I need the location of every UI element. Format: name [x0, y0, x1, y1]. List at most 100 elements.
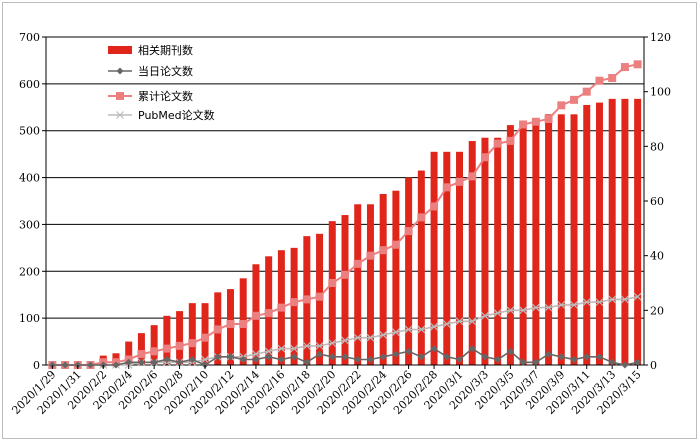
series-point	[544, 115, 553, 123]
series-point	[163, 356, 171, 364]
series-point	[354, 356, 362, 364]
bar	[532, 119, 540, 365]
bar	[176, 311, 184, 365]
series-point	[582, 298, 591, 307]
legend-label: 累计论文数	[138, 89, 193, 103]
bar	[481, 137, 489, 365]
series-point	[430, 322, 438, 331]
series-point	[455, 317, 464, 326]
bar	[634, 98, 642, 365]
bar	[621, 98, 629, 365]
bar	[570, 114, 578, 365]
series-point	[87, 361, 95, 369]
series-point	[557, 300, 566, 309]
bar	[443, 151, 451, 365]
y-tick-label-right: 60	[650, 195, 664, 208]
series-point	[175, 341, 184, 350]
series-point	[608, 74, 617, 82]
series-point	[392, 350, 400, 358]
series-point	[430, 202, 439, 211]
series-point	[595, 353, 603, 361]
series-point	[417, 325, 426, 334]
bar	[519, 121, 527, 365]
y-tick-label-left: 500	[19, 125, 40, 138]
series-point	[328, 353, 336, 361]
legend-label: 当日论文数	[138, 64, 193, 78]
series-point	[405, 347, 413, 355]
series-point	[506, 306, 515, 315]
series-point	[519, 358, 527, 366]
bar	[405, 177, 413, 365]
series-point	[252, 356, 260, 364]
series-point	[468, 172, 477, 181]
bar	[379, 193, 387, 365]
series-point	[277, 303, 286, 312]
series-point	[531, 117, 540, 126]
series-point	[379, 246, 388, 255]
bar	[188, 303, 196, 365]
series-point	[557, 353, 565, 361]
series-point	[481, 353, 489, 361]
series-point	[595, 298, 604, 307]
series-point	[214, 353, 222, 361]
bar	[328, 221, 336, 365]
y-tick-label-left: 600	[19, 78, 40, 91]
series-point	[366, 356, 374, 364]
series-point	[265, 353, 273, 361]
bar	[557, 114, 565, 365]
series-point	[302, 295, 311, 304]
series-point	[290, 344, 299, 353]
series-point	[570, 356, 578, 364]
series-point	[213, 325, 222, 334]
series-point	[621, 361, 629, 369]
series-point	[608, 295, 617, 304]
series-point	[493, 139, 502, 148]
series-point	[532, 358, 540, 366]
series-point	[112, 361, 120, 369]
y-tick-label-right: 20	[650, 304, 664, 317]
bar	[290, 247, 298, 365]
series-point	[150, 358, 158, 366]
y-tick-label-right: 40	[650, 250, 664, 263]
series-point	[468, 317, 477, 326]
series-point	[493, 309, 502, 317]
y-tick-label-left: 0	[33, 359, 40, 372]
series-point	[620, 295, 629, 304]
series-point	[468, 345, 476, 353]
series-point	[264, 309, 273, 318]
legend-label: PubMed论文数	[138, 108, 215, 122]
bar	[468, 141, 476, 365]
series-point	[150, 347, 159, 356]
series-point	[442, 320, 451, 328]
series-point	[633, 292, 642, 301]
bar	[341, 215, 349, 365]
series-point	[366, 333, 375, 342]
series-point	[480, 153, 489, 162]
series-point	[302, 341, 311, 350]
series-point	[239, 320, 248, 328]
series-point	[494, 356, 502, 364]
series-point	[290, 353, 298, 361]
series-point	[226, 353, 234, 361]
series-point	[545, 350, 553, 358]
y-tick-label-left: 400	[19, 172, 40, 185]
series-point	[61, 361, 69, 369]
series-point	[481, 311, 489, 320]
bar	[354, 204, 362, 365]
legend-label: 相关期刊数	[138, 43, 193, 57]
series-point	[379, 331, 388, 339]
series-point	[316, 350, 324, 358]
series-point	[417, 353, 425, 361]
series-point	[443, 353, 451, 361]
series-point	[430, 345, 438, 353]
series-point	[506, 136, 515, 145]
series-point	[608, 358, 616, 366]
series-point	[391, 240, 400, 249]
series-point	[582, 87, 591, 96]
series-point	[188, 339, 197, 348]
legend-marker	[116, 92, 124, 100]
bar	[545, 114, 553, 365]
series-point	[366, 251, 375, 260]
y-tick-label-right: 120	[650, 31, 671, 44]
